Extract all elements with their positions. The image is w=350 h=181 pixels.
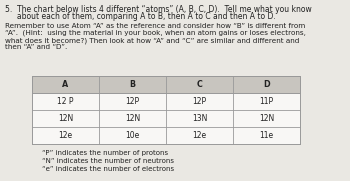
Text: A: A: [62, 80, 69, 89]
Text: 11P: 11P: [259, 97, 274, 106]
Text: D: D: [263, 80, 270, 89]
Text: 12N: 12N: [58, 114, 73, 123]
Text: Remember to use Atom “A” as the reference and consider how “B” is different from: Remember to use Atom “A” as the referenc…: [5, 23, 305, 29]
Text: “P” indicates the number of protons: “P” indicates the number of protons: [42, 150, 168, 156]
Text: 12e: 12e: [193, 131, 206, 140]
Text: 13N: 13N: [192, 114, 207, 123]
Text: then “A” and “D”.: then “A” and “D”.: [5, 44, 67, 50]
Text: 12N: 12N: [259, 114, 274, 123]
Text: 12N: 12N: [125, 114, 140, 123]
Text: 12P: 12P: [193, 97, 206, 106]
Text: B: B: [130, 80, 135, 89]
Text: 5.  The chart below lists 4 different “atoms” (A, B, C, D).  Tell me what you kn: 5. The chart below lists 4 different “at…: [5, 5, 312, 14]
Text: “A”.  (Hint:  using the material in your book, when an atom gains or loses elect: “A”. (Hint: using the material in your b…: [5, 30, 306, 37]
Text: “e” indicates the number of electrons: “e” indicates the number of electrons: [42, 166, 174, 172]
Text: 12 P: 12 P: [57, 97, 74, 106]
Bar: [32, 76, 300, 144]
Text: 12e: 12e: [58, 131, 72, 140]
Text: C: C: [197, 80, 202, 89]
Text: what does it become?) Then look at how “A” and “C” are similar and different and: what does it become?) Then look at how “…: [5, 37, 299, 43]
Bar: [32, 76, 300, 93]
Text: “N” indicates the number of neutrons: “N” indicates the number of neutrons: [42, 158, 174, 164]
Text: 11e: 11e: [259, 131, 274, 140]
Text: 10e: 10e: [125, 131, 140, 140]
Text: about each of them, comparing A to B, then A to C and then A to D.: about each of them, comparing A to B, th…: [5, 12, 276, 21]
Text: 12P: 12P: [125, 97, 140, 106]
